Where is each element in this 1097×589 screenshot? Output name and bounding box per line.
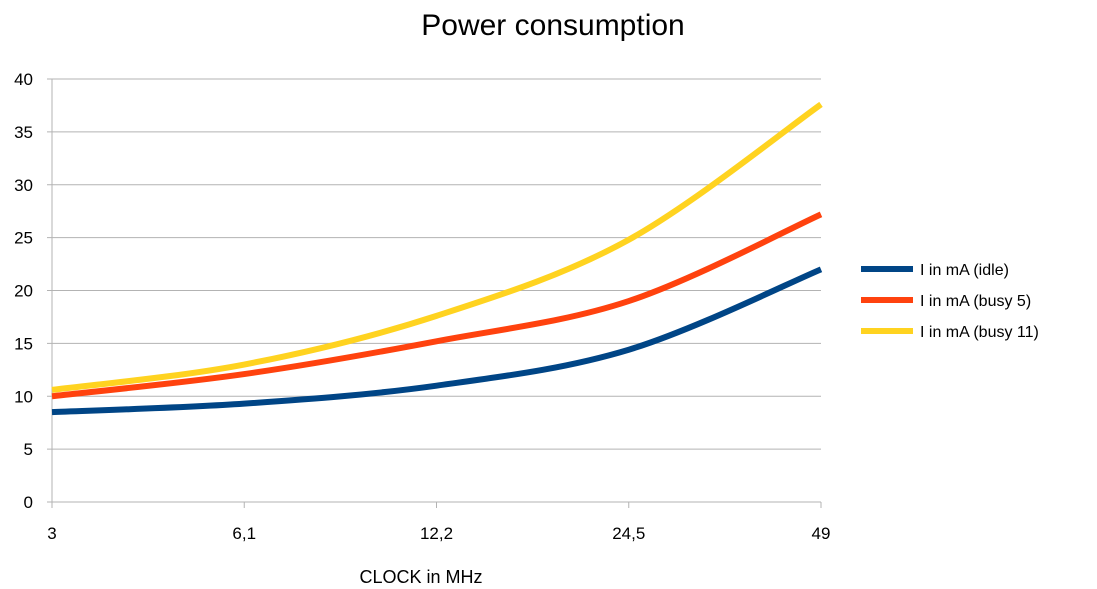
legend-label-2: I in mA (busy 11) (920, 324, 1039, 341)
y-tick-label-8: 40 (14, 70, 33, 89)
y-tick-label-4: 20 (14, 282, 33, 301)
x-tick-label-1: 6,1 (232, 524, 256, 543)
y-tick-label-6: 30 (14, 176, 33, 195)
legend: I in mA (idle) I in mA (busy 5) I in mA (b… (861, 262, 1039, 341)
y-tick-labels: 0 5 10 15 20 25 30 35 40 (14, 70, 33, 512)
y-tick-label-2: 10 (14, 387, 33, 406)
x-tick-label-0: 3 (47, 524, 56, 543)
series-line-0 (51, 266, 823, 416)
x-tick-label-3: 24,5 (612, 524, 645, 543)
legend-label-0: I in mA (idle) (920, 262, 1009, 279)
series-line-1 (51, 211, 823, 400)
grid-lines (52, 78, 821, 450)
chart-title: Power consumption (421, 9, 684, 42)
x-tick-label-4: 49 (812, 524, 831, 543)
y-tick-label-5: 25 (14, 229, 33, 248)
y-tick-label-1: 5 (24, 440, 33, 459)
y-tick-label-3: 15 (14, 334, 33, 353)
y-tick-label-0: 0 (24, 493, 33, 512)
series-line-2 (51, 101, 823, 393)
x-tick-label-2: 12,2 (420, 524, 453, 543)
axes (47, 78, 822, 508)
y-tick-label-7: 35 (14, 123, 33, 142)
legend-label-1: I in mA (busy 5) (920, 293, 1031, 310)
x-tick-labels: 3 6,1 12,2 24,5 49 (47, 524, 830, 543)
x-axis-label: CLOCK in MHz (359, 567, 482, 587)
series-lines (51, 101, 823, 416)
